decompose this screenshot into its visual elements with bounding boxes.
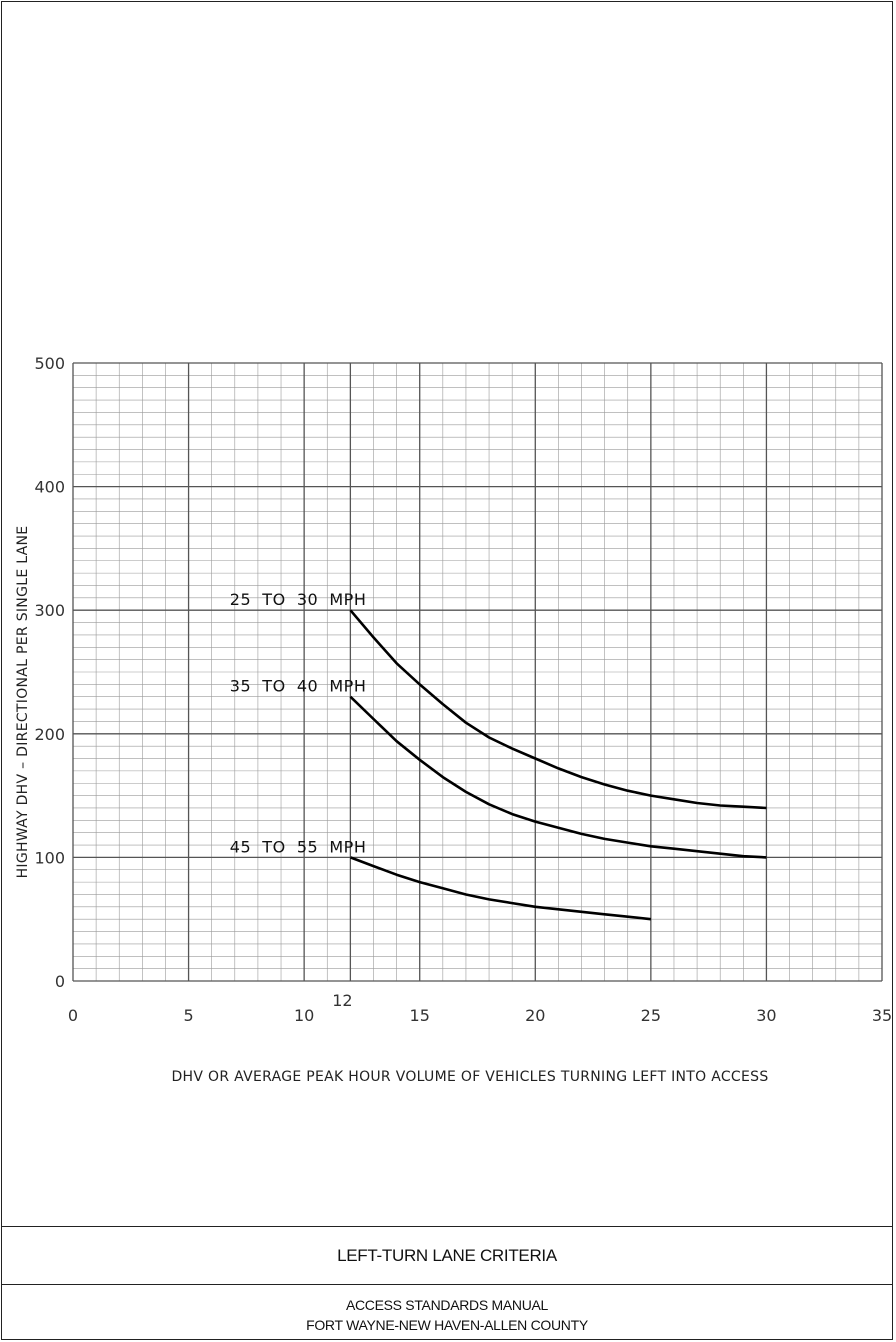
y-tick-label: 300: [34, 601, 65, 620]
x-tick-label: 15: [410, 1006, 430, 1025]
x-tick-labels: 0 5 10 15 20 25 30 35 12: [68, 991, 892, 1025]
x-tick-label: 5: [183, 1006, 193, 1025]
series-lines: [349, 609, 767, 921]
drawing-title: LEFT-TURN LANE CRITERIA: [1, 1226, 893, 1284]
drawing-title-text: LEFT-TURN LANE CRITERIA: [337, 1246, 557, 1265]
x-tick-label: 25: [641, 1006, 661, 1025]
y-tick-label: 0: [55, 972, 65, 991]
drawing-subtitle-block: ACCESS STANDARDS MANUAL FORT WAYNE-NEW H…: [1, 1284, 893, 1340]
series-label-3: 45 TO 55 MPH: [230, 837, 367, 856]
y-axis-label: HIGHWAY DHV – DIRECTIONAL PER SINGLE LAN…: [15, 526, 31, 879]
y-tick-label: 400: [34, 478, 65, 497]
x-tick-label: 20: [525, 1006, 545, 1025]
y-tick-labels: 0 100 200 300 400 500: [34, 354, 65, 991]
x-tick-label: 10: [294, 1006, 314, 1025]
series-line-2: [349, 695, 767, 859]
y-tick-label: 200: [34, 725, 65, 744]
x-axis-label: DHV OR AVERAGE PEAK HOUR VOLUME OF VEHIC…: [171, 1069, 768, 1085]
manual-name: ACCESS STANDARDS MANUAL: [345, 1297, 549, 1313]
jurisdiction-name: FORT WAYNE-NEW HAVEN-ALLEN COUNTY: [306, 1317, 588, 1333]
series-label-1: 25 TO 30 MPH: [230, 590, 367, 609]
x-tick-label: 0: [68, 1006, 78, 1025]
series-labels: 25 TO 30 MPH 35 TO 40 MPH 45 TO 55 MPH: [230, 590, 367, 856]
y-tick-label: 500: [34, 354, 65, 373]
y-tick-label: 100: [34, 848, 65, 867]
series-label-2: 35 TO 40 MPH: [230, 677, 367, 696]
minor-grid: [72, 362, 883, 982]
series-line-3: [349, 856, 652, 921]
x-tick-label: 30: [756, 1006, 776, 1025]
x-tick-label-12: 12: [332, 991, 352, 1010]
series-line-1: [349, 609, 767, 810]
x-tick-label: 35: [872, 1006, 892, 1025]
